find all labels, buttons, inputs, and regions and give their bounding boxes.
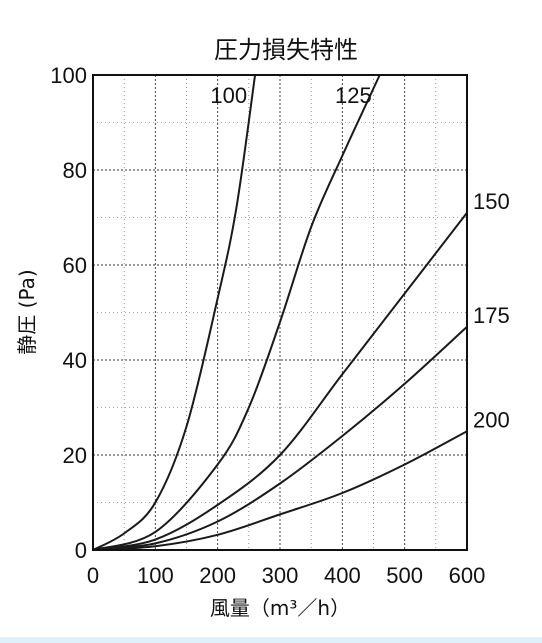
series-line-125: [93, 75, 381, 550]
series-line-175: [93, 326, 467, 550]
x-tick-label: 0: [87, 563, 99, 588]
chart-title: 圧力損失特性: [214, 36, 358, 64]
y-tick-label: 60: [63, 253, 87, 278]
series-labels: 100 125 150 175 200: [210, 83, 509, 432]
series-label-125: 125: [335, 83, 372, 108]
plot-frame: [92, 74, 468, 551]
y-tick-label: 0: [75, 538, 87, 563]
x-tick-labels: 0 100 200 300 400 500 600: [87, 563, 485, 588]
x-axis-label: 風量（m³／h）: [210, 596, 350, 620]
series-label-175: 175: [473, 303, 510, 328]
curves: [93, 75, 467, 550]
series-line-200: [93, 430, 467, 550]
y-tick-labels: 0 20 40 60 80 100: [50, 63, 87, 563]
x-tick-label: 200: [199, 563, 236, 588]
bottom-bar: [0, 637, 542, 643]
series-label-200: 200: [473, 407, 510, 432]
y-axis-label: 静圧 (Pa): [15, 269, 39, 354]
series-line-150: [93, 212, 467, 550]
y-tick-label: 20: [63, 443, 87, 468]
y-tick-label: 100: [50, 63, 87, 88]
y-tick-label: 80: [63, 158, 87, 183]
series-label-150: 150: [473, 189, 510, 214]
x-tick-label: 300: [262, 563, 299, 588]
series-line-100: [93, 75, 257, 550]
y-tick-label: 40: [63, 348, 87, 373]
x-tick-label: 600: [449, 563, 486, 588]
x-tick-label: 400: [324, 563, 361, 588]
x-tick-label: 500: [386, 563, 423, 588]
grid: [93, 75, 467, 550]
series-label-100: 100: [210, 83, 247, 108]
x-tick-label: 100: [137, 563, 174, 588]
